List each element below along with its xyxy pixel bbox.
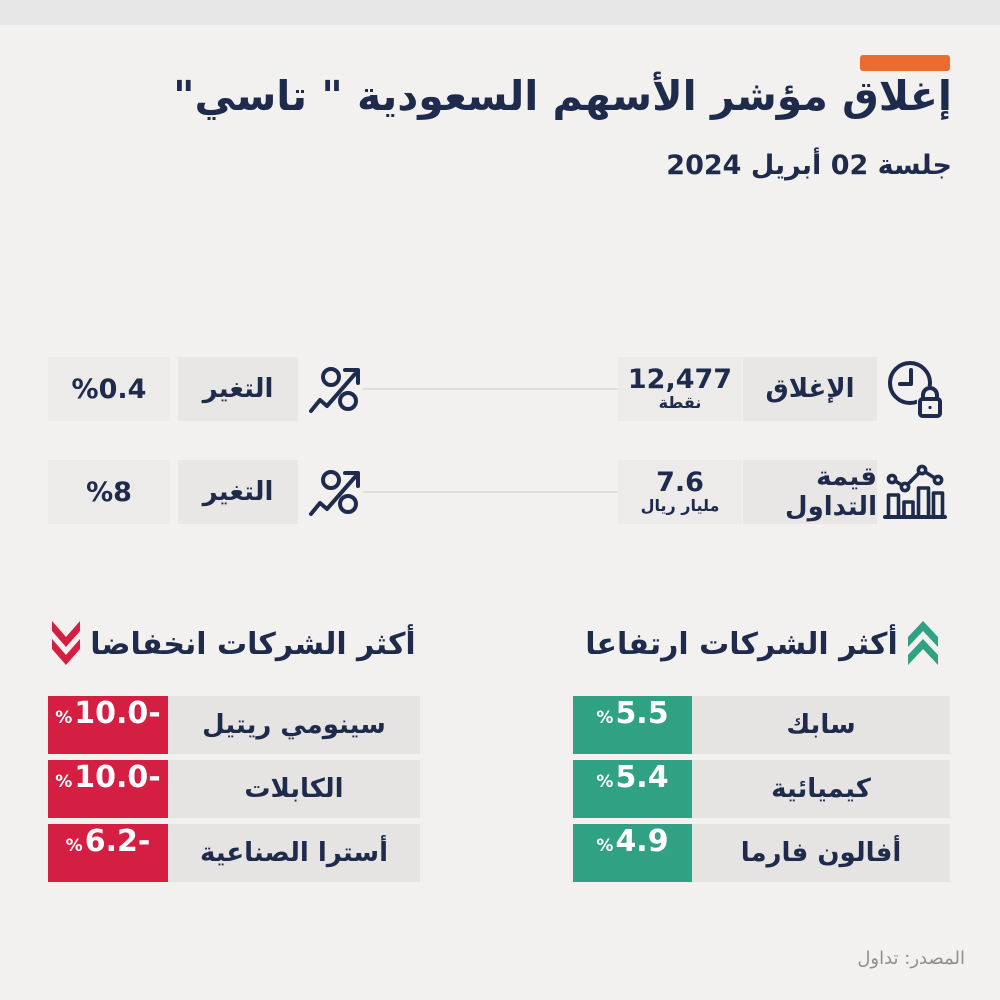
gainer-row-name: كيميائية xyxy=(692,760,950,818)
turnover-unit: مليار ريال xyxy=(640,495,720,515)
top-strip xyxy=(0,0,1000,25)
accent-bar xyxy=(860,55,950,71)
gainer-row-name: أفالون فارما xyxy=(692,824,950,882)
turnover-label: قيمة التداول xyxy=(785,462,877,522)
gainer-row-value: % 5.4 xyxy=(573,760,692,818)
bar-chart-trend-icon xyxy=(882,458,948,524)
page-title: إغلاق مؤشر الأسهم السعودية " تاسي" xyxy=(173,72,952,120)
gainer-row-name: سابك xyxy=(692,696,950,754)
loser-row-value: % 10.0- xyxy=(48,696,168,754)
losers-header: أكثر الشركات انخفاضا xyxy=(48,618,420,670)
close-label: الإغلاق xyxy=(765,374,855,404)
turnover-label-box: قيمة التداول xyxy=(743,460,877,524)
turnover-change-value-box: %8 xyxy=(48,460,170,524)
gainer-row-value: % 4.9 xyxy=(573,824,692,882)
turnover-change-label-box: التغير xyxy=(178,460,298,524)
connector-line xyxy=(363,388,618,390)
gainers-header: أكثر الشركات ارتفاعا xyxy=(573,618,950,670)
percent-sign: % xyxy=(55,772,73,792)
gainer-row-value: % 5.5 xyxy=(573,696,692,754)
turnover-value-box: 7.6 مليار ريال xyxy=(618,460,742,524)
percent-sign: % xyxy=(65,836,83,856)
connector-line xyxy=(363,491,618,493)
loser-row-value: % 6.2- xyxy=(48,824,168,882)
percent-sign: % xyxy=(596,772,614,792)
turnover-value: 7.6 xyxy=(656,467,704,499)
close-change-value: %0.4 xyxy=(71,373,147,405)
clock-lock-icon xyxy=(882,355,948,423)
double-chevron-down-icon xyxy=(52,621,81,667)
turnover-change-value: %8 xyxy=(86,476,132,508)
close-change-label: التغير xyxy=(202,374,274,404)
close-value: 12,477 xyxy=(627,364,733,396)
double-chevron-up-icon xyxy=(907,621,938,667)
close-change-value-box: %0.4 xyxy=(48,357,170,421)
percent-sign: % xyxy=(55,708,73,728)
percent-sign: % xyxy=(596,708,614,728)
percent-trend-icon xyxy=(306,360,368,422)
loser-row-name: سينومي ريتيل xyxy=(168,696,420,754)
close-value-box: 12,477 نقطة xyxy=(618,357,742,421)
losers-title: أكثر الشركات انخفاضا xyxy=(90,626,416,662)
loser-row-name: الكابلات xyxy=(168,760,420,818)
loser-row-value: % 10.0- xyxy=(48,760,168,818)
percent-sign: % xyxy=(596,836,614,856)
percent-trend-icon xyxy=(306,463,368,525)
close-label-box: الإغلاق xyxy=(743,357,877,421)
source-credit: المصدر: تداول xyxy=(857,948,965,969)
close-change-label-box: التغير xyxy=(178,357,298,421)
loser-row-name: أسترا الصناعية xyxy=(168,824,420,882)
close-unit: نقطة xyxy=(658,392,702,412)
turnover-change-label: التغير xyxy=(202,477,274,507)
gainers-title: أكثر الشركات ارتفاعا xyxy=(585,626,898,662)
page-subtitle: جلسة 02 أبريل 2024 xyxy=(666,150,952,181)
